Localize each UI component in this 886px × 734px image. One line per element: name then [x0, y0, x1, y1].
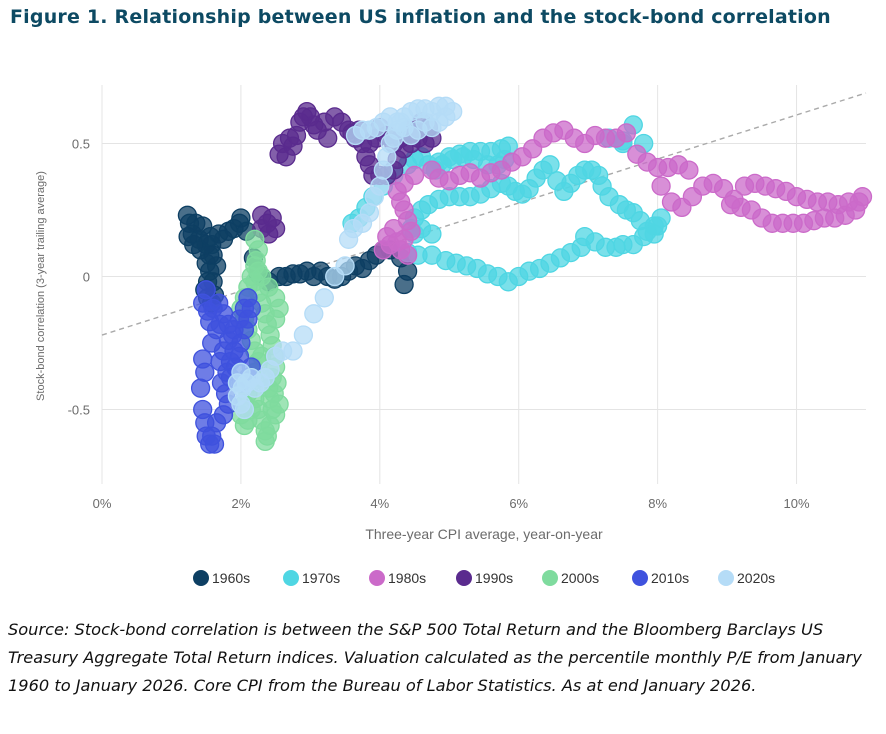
legend-label: 2010s — [651, 570, 689, 586]
x-tick-label: 0% — [93, 496, 112, 511]
legend-swatch — [193, 570, 209, 586]
legend-label: 1970s — [302, 570, 340, 586]
data-point — [234, 399, 255, 420]
y-tick-label: 0 — [83, 270, 90, 285]
data-point — [193, 349, 213, 369]
data-point — [547, 171, 567, 191]
y-tick-label: 0.5 — [72, 137, 90, 152]
data-point — [651, 176, 671, 196]
trend-line — [101, 92, 867, 336]
data-point — [210, 314, 230, 335]
data-point — [231, 362, 251, 382]
legend-label: 1990s — [475, 570, 513, 586]
data-point — [679, 160, 699, 180]
y-tick-label: -0.5 — [68, 403, 90, 418]
page-title: Figure 1. Relationship between US inflat… — [10, 6, 831, 28]
data-point — [384, 218, 404, 239]
series-1980s — [373, 120, 873, 265]
x-tick-label: 10% — [784, 496, 810, 511]
data-point — [318, 128, 338, 148]
legend-item-2000s: 2000s — [542, 570, 599, 586]
legend-swatch — [718, 570, 734, 586]
data-point — [394, 274, 414, 295]
data-point — [720, 195, 741, 215]
data-point — [370, 176, 390, 196]
legend-item-1990s: 1990s — [456, 570, 513, 586]
data-point — [335, 256, 355, 276]
data-point — [314, 288, 334, 308]
y-axis-label: Stock-bond correlation (3-year trailing … — [35, 171, 47, 401]
data-point — [293, 325, 314, 345]
chart-legend: 1960s 1970s 1980s 1990s 2000s 2010s 2020s — [193, 570, 775, 586]
legend-label: 1960s — [212, 570, 250, 586]
legend-swatch — [632, 570, 648, 586]
x-tick-label: 4% — [370, 496, 389, 511]
axis-ticks: 0% 2% 4% 6% 8% 10% 0.5 0 -0.5 — [68, 137, 810, 511]
legend-item-1960s: 1960s — [193, 570, 250, 586]
legend-item-1970s: 1970s — [283, 570, 340, 586]
legend-swatch — [283, 570, 299, 586]
legend-item-1980s: 1980s — [369, 570, 426, 586]
data-point — [422, 224, 442, 244]
x-tick-label: 2% — [232, 496, 251, 511]
data-point — [616, 123, 637, 143]
legend-label: 2000s — [561, 570, 599, 586]
x-axis-label: Three-year CPI average, year-on-year — [365, 526, 603, 542]
x-tick-label: 6% — [509, 496, 528, 511]
data-point — [345, 125, 366, 146]
legend-label: 2020s — [737, 570, 775, 586]
legend-item-2020s: 2020s — [718, 570, 775, 586]
data-point — [193, 399, 213, 420]
data-point — [255, 431, 275, 452]
series-2020s — [227, 96, 463, 420]
legend-swatch — [456, 570, 472, 586]
data-point — [265, 309, 286, 329]
data-point — [190, 378, 211, 398]
data-point — [397, 245, 418, 265]
x-tick-label: 8% — [648, 496, 667, 511]
legend-label: 1980s — [388, 570, 426, 586]
data-point — [272, 133, 293, 154]
data-point — [210, 351, 230, 372]
scatter-chart: 0% 2% 4% 6% 8% 10% 0.5 0 -0.5 Three-year CPI ave… — [35, 85, 873, 586]
source-note: Source: Stock-bond correlation is betwee… — [8, 620, 862, 695]
chart-points — [177, 96, 873, 454]
legend-swatch — [369, 570, 385, 586]
data-point — [359, 203, 380, 223]
legend-swatch — [542, 570, 558, 586]
trend-line-segment — [101, 92, 867, 336]
legend-item-2010s: 2010s — [632, 570, 689, 586]
data-point — [283, 341, 303, 361]
data-point — [304, 304, 324, 324]
data-point — [269, 394, 289, 414]
